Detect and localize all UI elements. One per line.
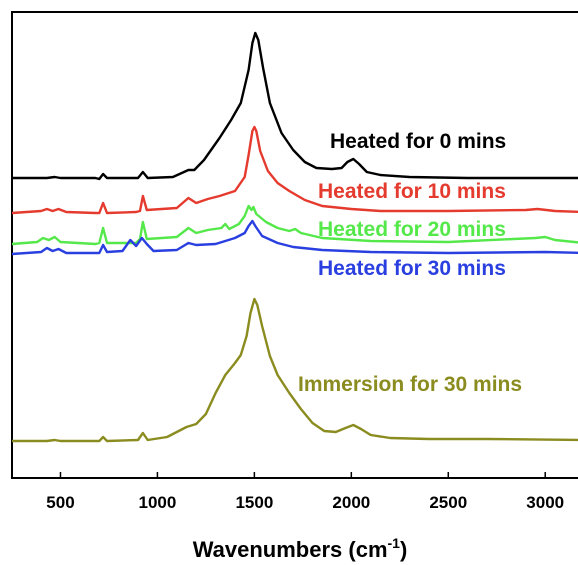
x-tick-label: 1500 [235,493,273,512]
plot-frame [12,12,578,478]
x-axis-title: Wavenumbers (cm-1) [193,535,408,562]
series-label-heated-30: Heated for 30 mins [318,257,506,280]
x-tick-label: 2500 [429,493,467,512]
series-label-immersion-30: Immersion for 30 mins [298,373,522,396]
x-axis-title-superscript: -1 [388,535,401,551]
series-label-heated-0: Heated for 0 mins [330,130,506,153]
series-line-0 [12,33,578,179]
series-label-heated-10: Heated for 10 mins [318,180,506,203]
x-tick-label: 1000 [139,493,177,512]
x-tick-label: 3000 [526,493,564,512]
x-tick-label: 500 [46,493,74,512]
x-axis-title-main: Wavenumbers (cm [193,537,388,562]
x-axis-title-end: ) [400,537,407,562]
series-line-4 [12,299,578,441]
x-tick-label: 2000 [332,493,370,512]
series-label-heated-20: Heated for 20 mins [318,218,506,241]
